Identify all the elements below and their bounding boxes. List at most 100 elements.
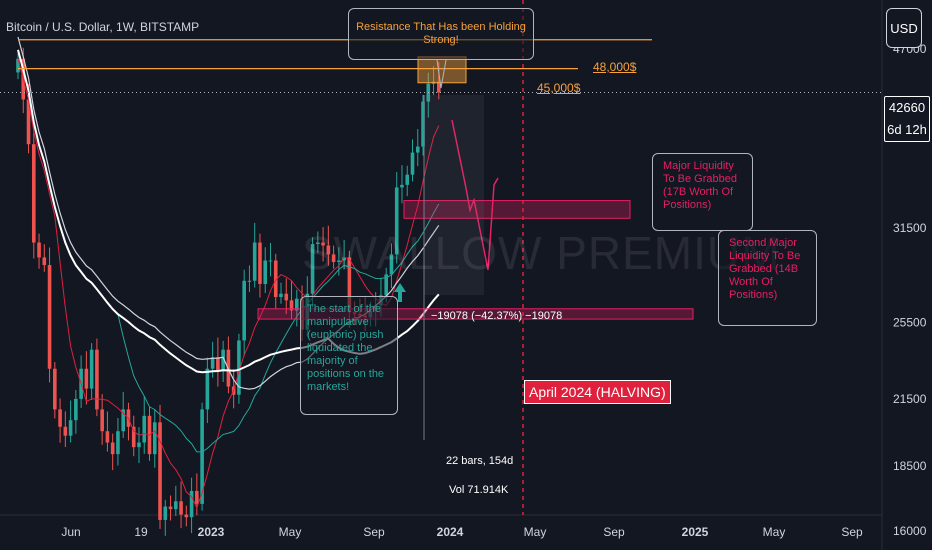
candle (326, 245, 331, 255)
candle (284, 293, 289, 301)
candle (179, 501, 183, 515)
y-tick-label: 31500 (893, 221, 927, 235)
measure-box (424, 95, 484, 295)
x-tick-label: 19 (134, 525, 148, 539)
candle (216, 357, 220, 371)
candle (168, 506, 173, 510)
candle (263, 260, 268, 284)
candle (42, 257, 47, 266)
candle (384, 274, 388, 296)
candle (63, 426, 68, 436)
candle (58, 409, 62, 427)
resistance-callout[interactable]: Resistance That Has been Holding Strong! (348, 8, 534, 60)
currency-button[interactable]: USD (886, 8, 922, 48)
candle (294, 298, 299, 311)
candle (121, 409, 125, 432)
y-tick-label: 18500 (893, 459, 927, 473)
liquidity-zone-2 (257, 308, 694, 320)
liquidity-1-text: Major Liquidity To Be Grabbed (17B Worth… (663, 160, 737, 211)
candle (105, 431, 110, 443)
halving-label: April 2024 (HALVING) (524, 380, 671, 404)
candle (131, 426, 136, 448)
push-text: The start of the manipulative (euphoric)… (307, 303, 385, 393)
x-tick-label: Sep (363, 525, 385, 539)
callout-pointer (436, 59, 447, 89)
candle (158, 422, 162, 520)
candle (221, 349, 225, 371)
watermark: SWALLOW PREMIUM (302, 227, 781, 279)
candle (95, 349, 99, 410)
chart-title: Bitcoin / U.S. Dollar, 1W, BITSTAMP (6, 20, 200, 34)
candle (337, 260, 341, 263)
liquidity-2-text: Second Major Liquidity To Be Grabbed (14… (729, 237, 801, 301)
liquidity-zone-1 (403, 200, 631, 219)
candle (100, 409, 104, 432)
current-price: 42660 (888, 100, 926, 115)
current-price-tag: 42660 6d 12h (884, 96, 930, 142)
liquidity-callout-1[interactable]: Major Liquidity To Be Grabbed (17B Worth… (652, 153, 753, 231)
liquidity-callout-2[interactable]: Second Major Liquidity To Be Grabbed (14… (718, 230, 817, 326)
candle (237, 340, 241, 395)
x-tick-label: Sep (841, 525, 863, 539)
candle (342, 257, 346, 261)
push-callout[interactable]: The start of the manipulative (euphoric)… (300, 296, 398, 415)
bar-countdown: 6d 12h (887, 122, 927, 137)
y-tick-label: 25500 (893, 316, 927, 330)
ma-red-line (17, 58, 440, 510)
level-45k-label: 45,000$ (537, 81, 581, 95)
measure-label: −19078 (−42.37%) −19078 (431, 310, 563, 322)
candle (89, 349, 94, 389)
candle (415, 146, 420, 153)
candle (184, 514, 189, 518)
candle (142, 415, 147, 443)
candle (200, 409, 204, 504)
candle (279, 293, 283, 298)
bars-label: 22 bars, 154d (446, 455, 514, 467)
x-tick-label: 2023 (198, 525, 225, 539)
resistance-zone (417, 56, 467, 84)
x-tick-label: 2024 (437, 525, 464, 539)
candle (316, 242, 320, 244)
candle (26, 99, 31, 145)
x-tick-label: Sep (603, 525, 625, 539)
candle (273, 260, 278, 298)
candle (68, 420, 73, 436)
candle (189, 490, 194, 518)
candle (152, 422, 157, 455)
candle (74, 398, 78, 421)
candle (31, 144, 36, 243)
candle (347, 257, 352, 313)
projection-path (451, 119, 499, 271)
x-tick-label: May (524, 525, 547, 539)
candle (252, 242, 257, 281)
candle (242, 280, 246, 341)
candle (247, 280, 252, 282)
candle (289, 300, 294, 311)
volume-label: Vol 71.914K (449, 484, 509, 496)
candle (137, 442, 141, 448)
candle (210, 357, 215, 369)
candle (310, 243, 315, 294)
candle (405, 174, 410, 185)
candle (195, 490, 199, 504)
candle (437, 81, 441, 93)
candle (110, 442, 115, 455)
x-tick-label: Jun (61, 525, 80, 539)
candle (331, 254, 336, 263)
candle (394, 187, 399, 255)
up-arrow-icon (394, 283, 406, 302)
level-48k-label: 48,000$ (593, 60, 637, 74)
x-tick-label: 2025 (682, 525, 709, 539)
x-tick-label: May (279, 525, 302, 539)
candle (410, 152, 415, 175)
candle (205, 368, 210, 410)
candle (16, 58, 20, 73)
y-tick-label: 21500 (893, 392, 927, 406)
candle (321, 242, 325, 246)
candle (268, 260, 273, 262)
candle (53, 368, 57, 410)
candle (84, 368, 89, 389)
candle (116, 431, 120, 455)
x-tick-label: May (763, 525, 786, 539)
candle (258, 242, 262, 284)
